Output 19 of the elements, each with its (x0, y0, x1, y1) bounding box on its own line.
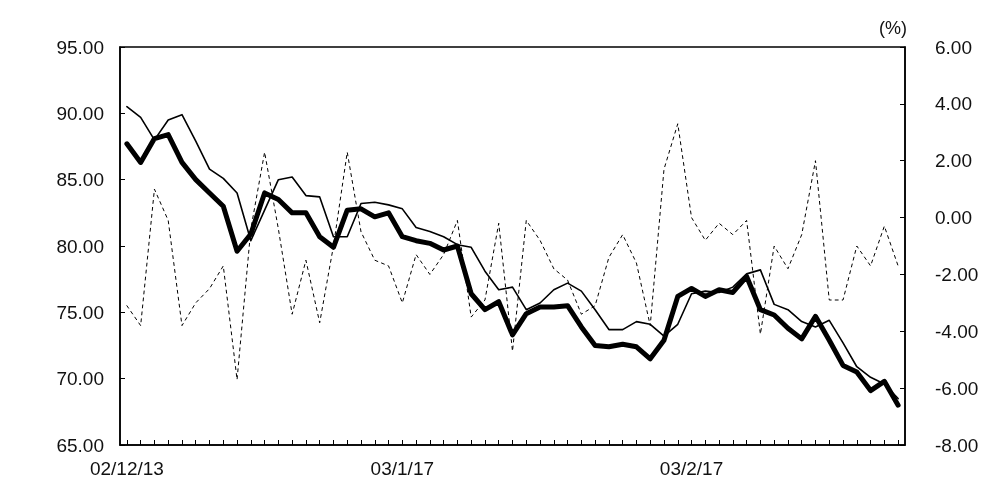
y-tick-label: 85.00 (56, 169, 104, 191)
y-tick-label: 75.00 (56, 301, 104, 323)
y2-tick-label: 0.00 (935, 207, 972, 229)
y-tick-label: 95.00 (56, 36, 104, 58)
x-tick-label: 02/12/13 (89, 458, 164, 479)
y2-tick-label: 2.00 (935, 150, 972, 172)
y2-tick-label: -8.00 (935, 434, 979, 456)
x-tick-label: 03/1/17 (370, 458, 435, 479)
y-tick-label: 90.00 (56, 102, 104, 124)
y2-tick-label: -4.00 (935, 320, 979, 342)
x-tick-label: 03/2/17 (659, 458, 724, 479)
y-tick-label: 70.00 (56, 368, 104, 390)
y2-tick-label: -6.00 (935, 377, 979, 399)
y2-axis-title: (%) (879, 18, 907, 38)
y2-tick-label: 4.00 (935, 93, 972, 115)
y2-tick-label: 6.00 (935, 36, 972, 58)
y-tick-label: 80.00 (56, 235, 104, 257)
y2-tick-label: -2.00 (935, 263, 979, 285)
y-tick-label: 65.00 (56, 434, 104, 456)
